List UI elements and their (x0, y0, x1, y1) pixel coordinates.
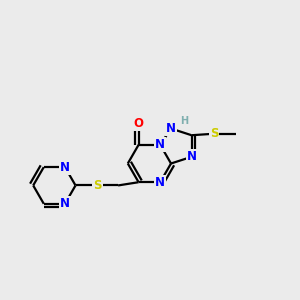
Text: N: N (155, 138, 165, 151)
Text: N: N (155, 176, 165, 189)
Text: S: S (93, 179, 102, 192)
Text: N: N (60, 197, 70, 210)
Text: S: S (210, 127, 218, 140)
Text: H: H (180, 116, 189, 126)
Text: O: O (134, 117, 144, 130)
Text: N: N (187, 150, 196, 163)
Text: N: N (166, 122, 176, 135)
Text: N: N (60, 160, 70, 174)
